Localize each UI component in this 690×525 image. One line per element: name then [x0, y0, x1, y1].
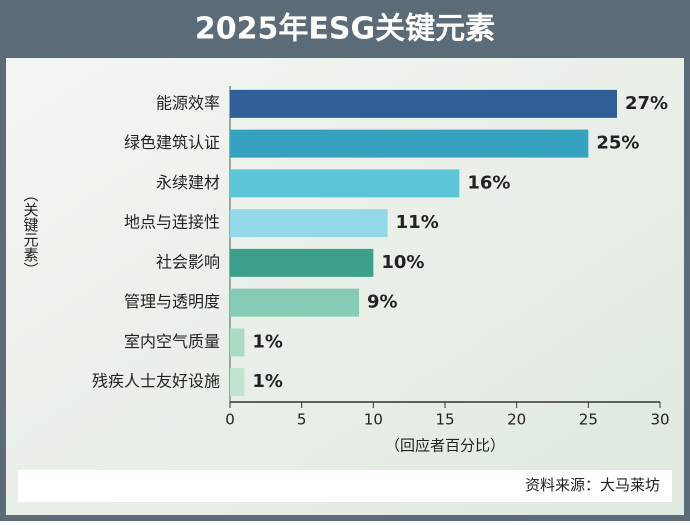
value-label: 16% [467, 172, 510, 193]
bar [230, 288, 359, 317]
value-label: 27% [625, 93, 668, 114]
x-tick-label: 10 [364, 411, 383, 429]
bar [230, 129, 589, 158]
y-tick-label: 室内空气质量 [124, 332, 220, 351]
x-tick-label: 5 [297, 411, 307, 429]
value-label: 25% [596, 133, 639, 154]
value-label: 10% [381, 252, 424, 273]
y-tick-label: 绿色建筑认证 [124, 133, 220, 152]
panel [6, 58, 684, 515]
bar [230, 248, 374, 277]
bar [230, 328, 245, 357]
chart-title: 2025年ESG关键元素 [195, 12, 495, 47]
source-box [18, 470, 672, 502]
y-tick-label: 残疾人士友好设施 [92, 372, 220, 391]
x-tick-label: 0 [225, 411, 235, 429]
x-tick-label: 20 [507, 411, 526, 429]
value-label: 1% [252, 371, 283, 392]
bar [230, 368, 245, 397]
y-tick-label: 社会影响 [156, 252, 220, 271]
y-tick-label: 能源效率 [156, 93, 220, 112]
value-label: 1% [252, 331, 283, 352]
x-tick-label: 15 [435, 411, 454, 429]
bar [230, 169, 460, 198]
y-tick-label: 管理与透明度 [124, 292, 220, 311]
source: 资料来源：大马莱坊 [525, 476, 660, 494]
y-tick-label: 地点与连接性 [124, 213, 220, 232]
bar [230, 89, 617, 118]
y-tick-label: 永续建材 [156, 173, 220, 192]
value-label: 9% [367, 292, 398, 313]
y-axis-label: （关键元素） [22, 187, 40, 277]
bar [230, 209, 388, 238]
value-label: 11% [396, 212, 439, 233]
x-axis-label: （回应者百分比） [385, 437, 505, 455]
x-tick-label: 25 [579, 411, 598, 429]
x-tick-label: 30 [650, 411, 669, 429]
